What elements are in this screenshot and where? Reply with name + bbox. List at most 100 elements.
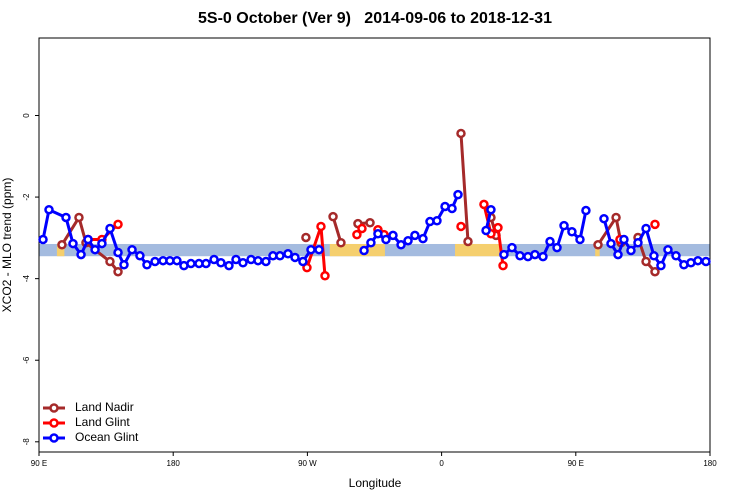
data-point xyxy=(290,252,300,263)
data-point xyxy=(113,247,123,258)
data-point xyxy=(650,266,660,277)
legend-label: Land Glint xyxy=(75,415,130,429)
x-tick-label: 180 xyxy=(167,459,181,468)
data-point xyxy=(606,238,616,249)
data-point xyxy=(493,222,503,233)
data-point xyxy=(432,215,442,226)
x-tick-label: 180 xyxy=(703,459,717,468)
y-tick-label: 0 xyxy=(22,113,31,118)
data-point xyxy=(663,244,673,255)
data-point xyxy=(381,234,391,245)
y-tick-label: -4 xyxy=(22,275,31,283)
data-point xyxy=(253,255,263,266)
data-point xyxy=(224,260,234,271)
data-point xyxy=(453,189,463,200)
data-point xyxy=(231,254,241,265)
land-segment xyxy=(56,243,65,257)
data-point xyxy=(611,212,621,223)
data-point xyxy=(456,128,466,139)
data-point xyxy=(530,249,540,260)
y-tick-label: -2 xyxy=(22,193,31,201)
data-point xyxy=(538,251,548,262)
data-point xyxy=(626,245,636,256)
x-tick-label: 0 xyxy=(439,459,444,468)
plot-frame xyxy=(38,37,711,453)
data-point xyxy=(359,245,369,256)
data-point xyxy=(396,240,406,250)
data-point xyxy=(593,240,603,250)
data-point xyxy=(701,256,711,267)
data-point xyxy=(619,234,629,245)
data-point xyxy=(283,249,293,259)
data-point xyxy=(515,251,525,261)
data-point xyxy=(301,232,311,243)
data-point xyxy=(613,249,623,260)
data-point xyxy=(68,238,78,249)
data-point xyxy=(545,236,555,247)
legend-marker xyxy=(49,403,59,413)
y-tick-label: -8 xyxy=(22,438,31,446)
data-point xyxy=(57,240,67,250)
data-point xyxy=(373,229,383,239)
data-point xyxy=(119,260,129,270)
data-point xyxy=(44,204,54,215)
data-point xyxy=(150,256,160,267)
data-point xyxy=(633,238,643,248)
data-point xyxy=(447,203,457,214)
data-point xyxy=(90,244,100,255)
data-point xyxy=(105,223,115,234)
data-point xyxy=(113,266,123,277)
land-segment xyxy=(455,243,500,257)
data-point xyxy=(486,204,496,215)
data-point xyxy=(641,223,651,234)
legend-marker xyxy=(49,418,59,428)
data-point xyxy=(275,251,285,261)
data-point xyxy=(365,218,375,228)
data-point xyxy=(499,249,509,260)
y-tick-label: -6 xyxy=(22,356,31,364)
data-point xyxy=(61,212,71,223)
x-tick-label: 90 W xyxy=(298,459,317,468)
data-point xyxy=(403,235,413,246)
data-point xyxy=(97,238,107,249)
data-point xyxy=(650,219,660,230)
x-axis-label: Longitude xyxy=(349,476,402,490)
data-point xyxy=(320,271,330,281)
data-point xyxy=(316,221,326,232)
x-tick-label: 90 E xyxy=(31,459,47,468)
data-point xyxy=(481,225,491,236)
data-point xyxy=(113,219,123,230)
x-tick-label: 90 E xyxy=(568,459,584,468)
data-point xyxy=(105,256,115,267)
data-point xyxy=(388,230,398,241)
data-point xyxy=(352,229,362,240)
data-point xyxy=(693,255,703,266)
data-point xyxy=(656,260,666,271)
data-point xyxy=(298,256,308,267)
chart-title: 5S-0 October (Ver 9) 2014-09-06 to 2018-… xyxy=(198,10,552,27)
land-segment xyxy=(595,243,600,257)
legend-label: Land Nadir xyxy=(75,400,134,414)
data-point xyxy=(216,257,226,268)
data-point xyxy=(172,255,182,266)
data-point xyxy=(552,242,562,253)
data-point xyxy=(142,260,152,270)
legend-label: Ocean Glint xyxy=(75,430,139,444)
data-point xyxy=(507,242,517,253)
legend-marker xyxy=(49,433,59,443)
data-point xyxy=(498,260,508,271)
data-point xyxy=(463,236,473,247)
data-point xyxy=(366,238,376,248)
data-point xyxy=(336,238,346,248)
data-point xyxy=(581,205,591,216)
data-point xyxy=(38,234,48,245)
data-point xyxy=(328,211,338,222)
data-point xyxy=(314,244,324,255)
data-point xyxy=(410,230,420,241)
data-point xyxy=(456,221,466,232)
data-point xyxy=(261,256,271,267)
data-point xyxy=(575,234,585,245)
data-point xyxy=(74,212,84,223)
data-point xyxy=(357,223,367,234)
